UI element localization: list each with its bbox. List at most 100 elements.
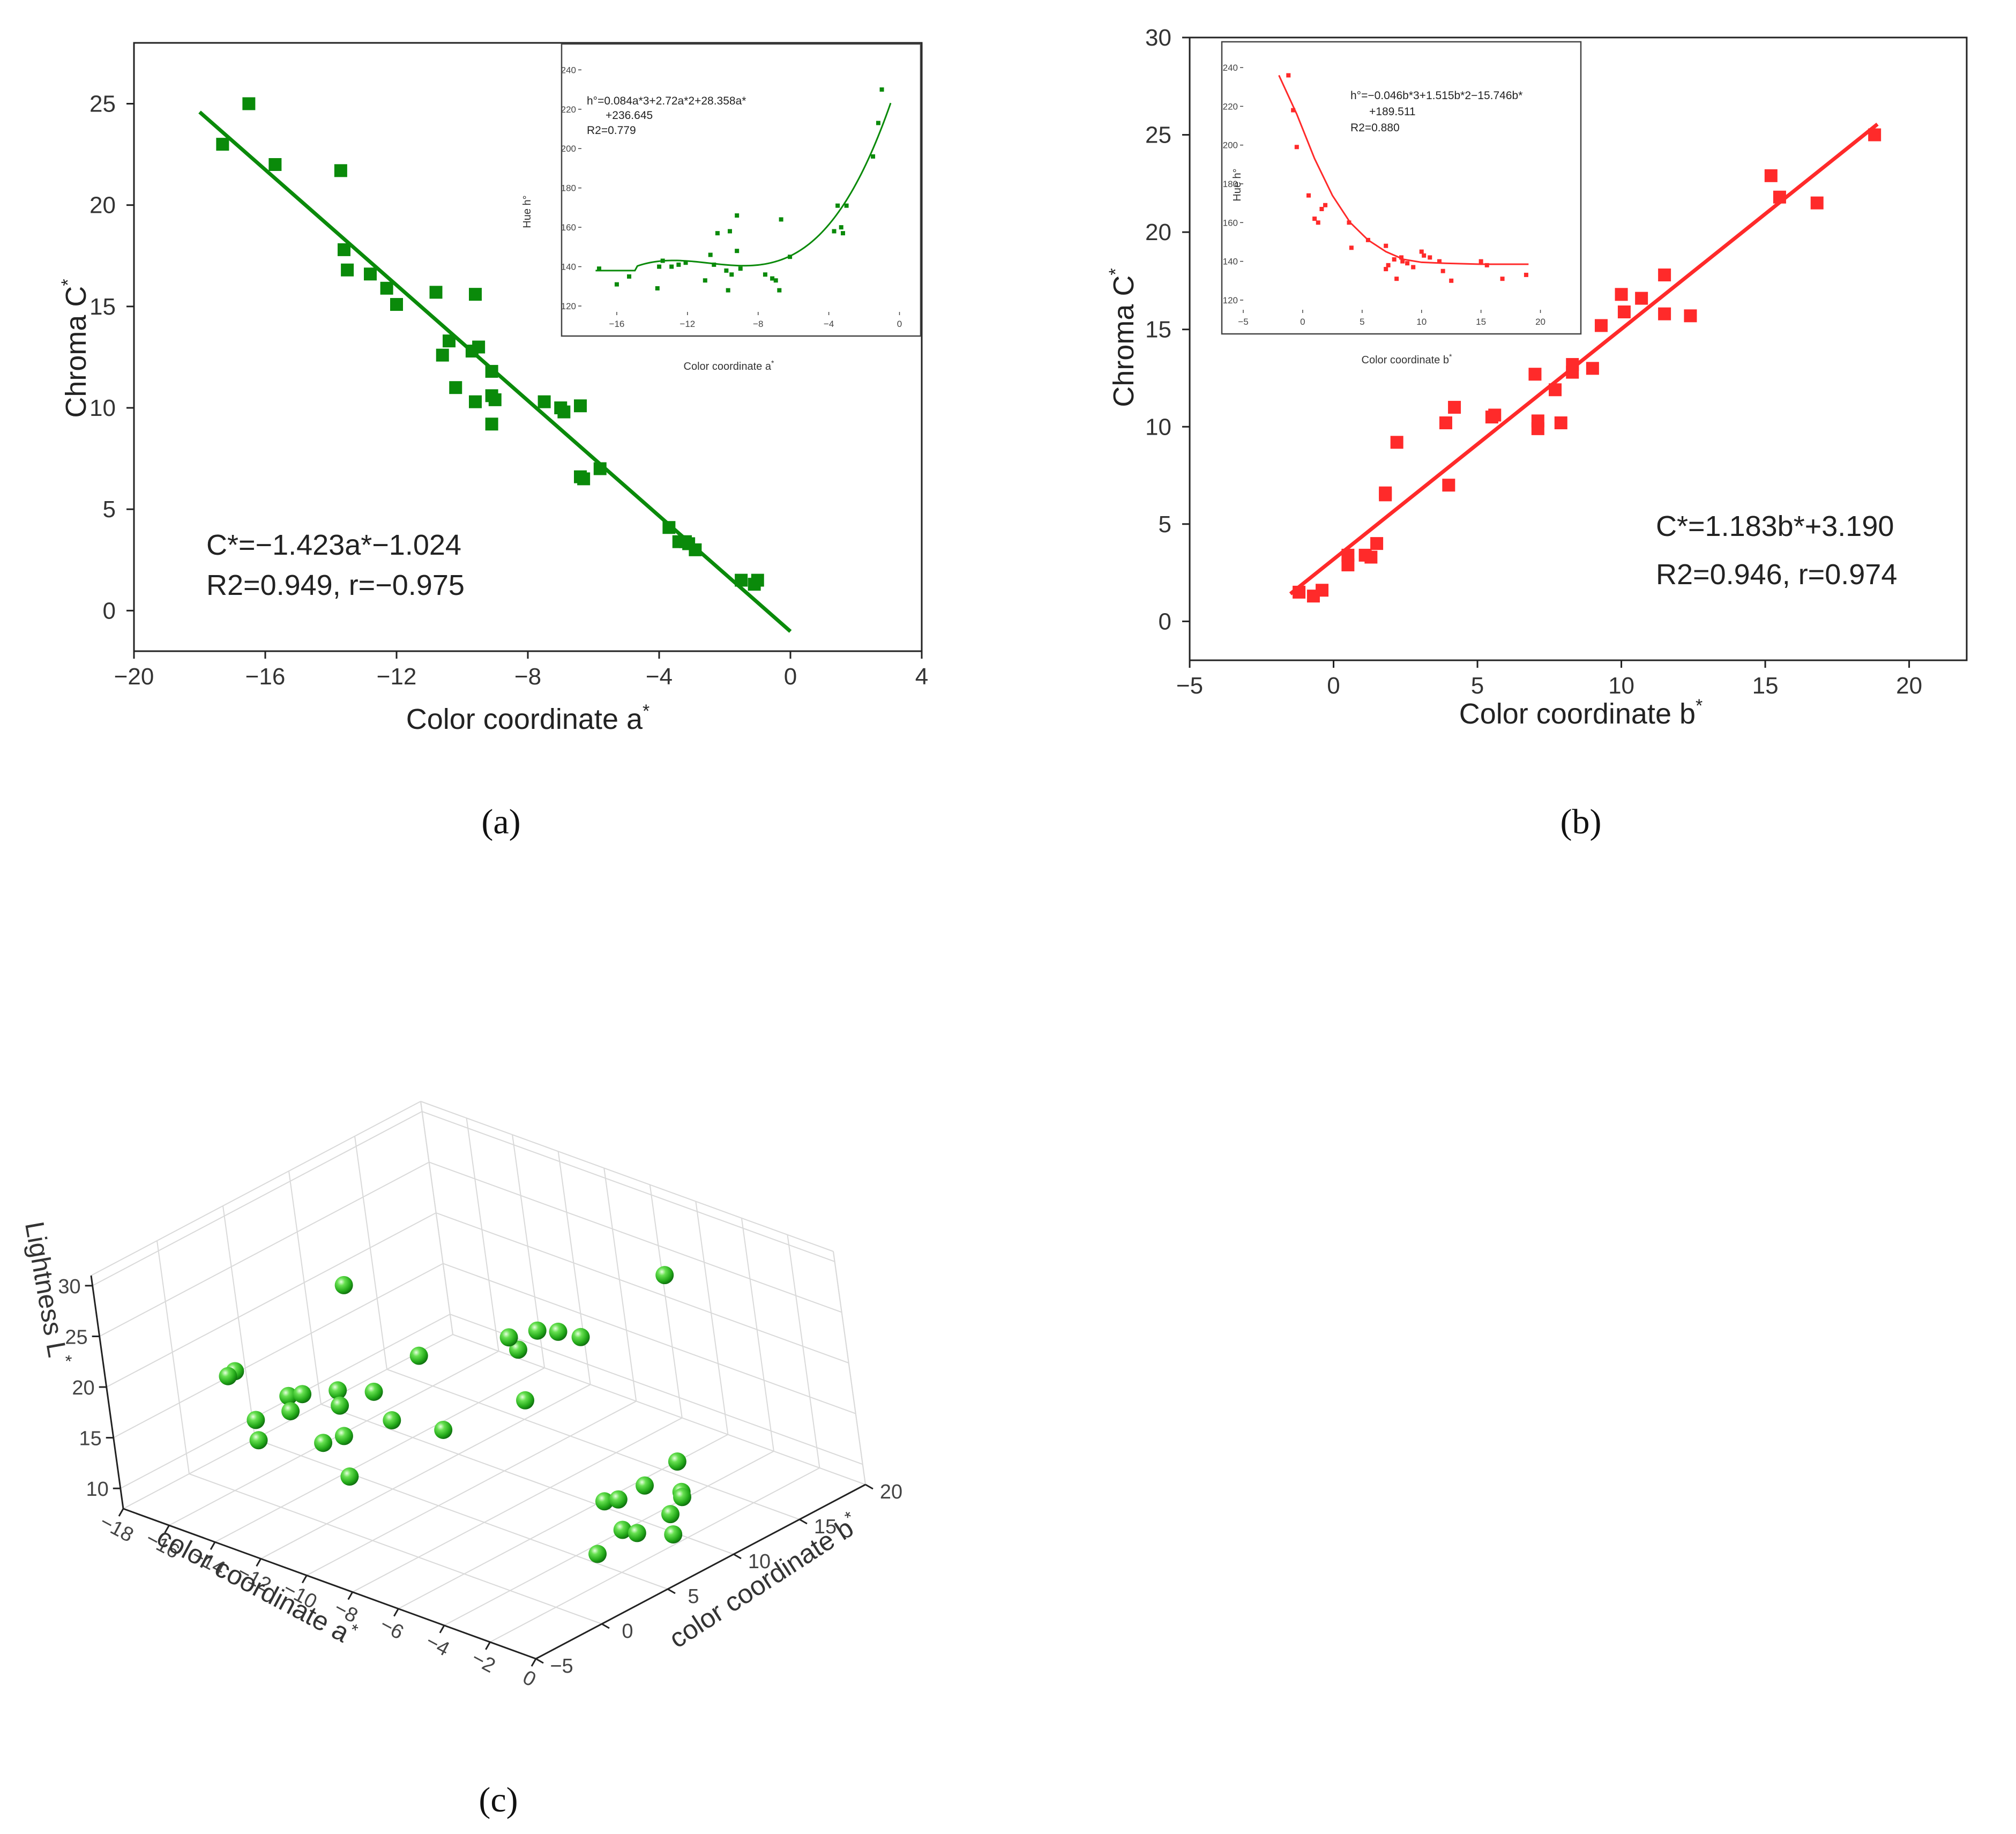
data-point-c (609, 1490, 628, 1509)
back-wall-grid-line (436, 1212, 849, 1363)
data-point-c (219, 1367, 237, 1385)
inset-data-point-a (669, 264, 674, 269)
data-points-a (216, 97, 764, 591)
data-point-a (557, 405, 571, 419)
inset-data-point-b (1365, 237, 1370, 242)
x-tick-label-a: −16 (245, 663, 286, 690)
data-point-c (588, 1545, 607, 1563)
data-point-c (331, 1396, 349, 1415)
inset-data-point-a (841, 231, 845, 236)
data-point-c (281, 1402, 300, 1421)
inset-y-tick-label-a: 180 (561, 183, 576, 193)
floor-grid-line (444, 1450, 774, 1626)
inset-data-point-a (835, 203, 840, 208)
data-point-b (1617, 305, 1631, 319)
data-point-c (664, 1525, 683, 1544)
inset-equation-b-line2: +189.511 (1369, 106, 1416, 118)
data-point-c (655, 1266, 674, 1285)
x-axis-label-a: Color coordinate a* (406, 701, 650, 735)
data-point-b (1316, 584, 1329, 597)
data-point-c (661, 1505, 680, 1524)
inset-fit-curve-a (595, 102, 892, 272)
x-tick-c (485, 1642, 491, 1650)
inset-data-point-b (1400, 259, 1405, 264)
data-point-b (1293, 585, 1306, 599)
data-point-b (1684, 309, 1697, 323)
inset-data-point-a (839, 225, 843, 230)
data-point-c (636, 1476, 654, 1495)
inset-axis-ticks-a: −16 −12 −8 −4 0 120 140 160 180 200 220 240 (561, 65, 902, 329)
side-wall-grid-line (92, 1111, 423, 1286)
side-wall-grid-line (99, 1161, 430, 1337)
data-point-a (341, 263, 354, 277)
y-tick-label-a: 20 (89, 192, 116, 219)
inset-equation-a-line2: +236.645 (606, 109, 653, 122)
data-point-a (380, 281, 393, 295)
data-point-b (1390, 436, 1403, 449)
floor-grid-line (489, 1467, 820, 1643)
inset-y-tick-label-b: 220 (1223, 101, 1238, 111)
inset-data-point-b (1386, 263, 1391, 267)
plot-frame-b (1189, 36, 1968, 661)
x-axis-label-c: color coordinate a* (152, 1520, 361, 1651)
inset-data-point-b (1306, 193, 1311, 198)
data-point-b (1868, 128, 1881, 141)
y-tick-label-c: −5 (550, 1655, 573, 1678)
inset-data-point-b (1384, 243, 1388, 248)
data-point-b (1615, 288, 1628, 301)
inset-data-point-b (1500, 277, 1505, 281)
data-point-a (469, 395, 482, 408)
inset-y-tick-label-b: 240 (1223, 63, 1238, 73)
data-point-b (1658, 269, 1671, 282)
data-point-a (751, 573, 764, 587)
y-tick-c (601, 1623, 610, 1629)
back-wall-grid-line (429, 1161, 842, 1313)
inset-data-point-a (879, 87, 884, 92)
data-point-b (1341, 548, 1355, 562)
inset-data-point-a (727, 229, 732, 234)
floor-grid-line (189, 1473, 602, 1624)
data-point-c (364, 1382, 383, 1401)
inset-y-label-a: Hue h° (521, 195, 533, 228)
inset-y-tick-label-a: 200 (561, 144, 576, 154)
caption-c: (c) (479, 1780, 518, 1820)
data-points-b (1293, 128, 1881, 603)
data-point-a (537, 395, 551, 408)
x-tick-c (256, 1558, 262, 1567)
data-point-a (443, 334, 456, 348)
y-tick-label-b: 5 (1159, 511, 1171, 538)
stats-a: R2=0.949, r=−0.975 (206, 569, 465, 601)
data-point-c (434, 1420, 453, 1439)
inset-x-tick-label-b: 15 (1476, 317, 1486, 327)
back-wall-grid-line (443, 1263, 856, 1414)
inset-data-point-a (708, 252, 713, 257)
data-point-a (334, 164, 347, 177)
data-point-c (613, 1520, 632, 1539)
data-point-c (499, 1328, 518, 1347)
y-tick-label-b: 30 (1145, 25, 1171, 51)
x-tick-label-a: −4 (646, 663, 673, 690)
x-tick-c (393, 1608, 399, 1617)
y-tick-label-b: 25 (1145, 122, 1171, 148)
inset-x-label-a: Color coordinate a* (684, 359, 774, 372)
data-point-a (577, 472, 591, 486)
data-point-a (488, 393, 502, 406)
inset-data-point-b (1294, 145, 1299, 150)
side-wall-grid-line (156, 1240, 190, 1474)
inset-y-tick-label-b: 200 (1223, 140, 1238, 151)
data-point-a (436, 348, 449, 362)
inset-data-point-a (871, 154, 876, 159)
inset-data-point-b (1419, 249, 1424, 254)
x-tick-label-b: 10 (1608, 673, 1634, 699)
inset-x-tick-label-a: −8 (753, 319, 763, 329)
floor-grid-line (306, 1400, 637, 1576)
data-point-a (593, 462, 607, 475)
inset-data-point-a (627, 274, 632, 279)
data-point-b (1764, 169, 1778, 182)
top-edge-line (420, 1101, 834, 1252)
floor-grid-line (123, 1334, 453, 1509)
floor-grid-line (260, 1384, 591, 1560)
data-point-a (338, 243, 350, 256)
y-tick-c (799, 1518, 808, 1525)
y-tick-c (865, 1483, 873, 1490)
